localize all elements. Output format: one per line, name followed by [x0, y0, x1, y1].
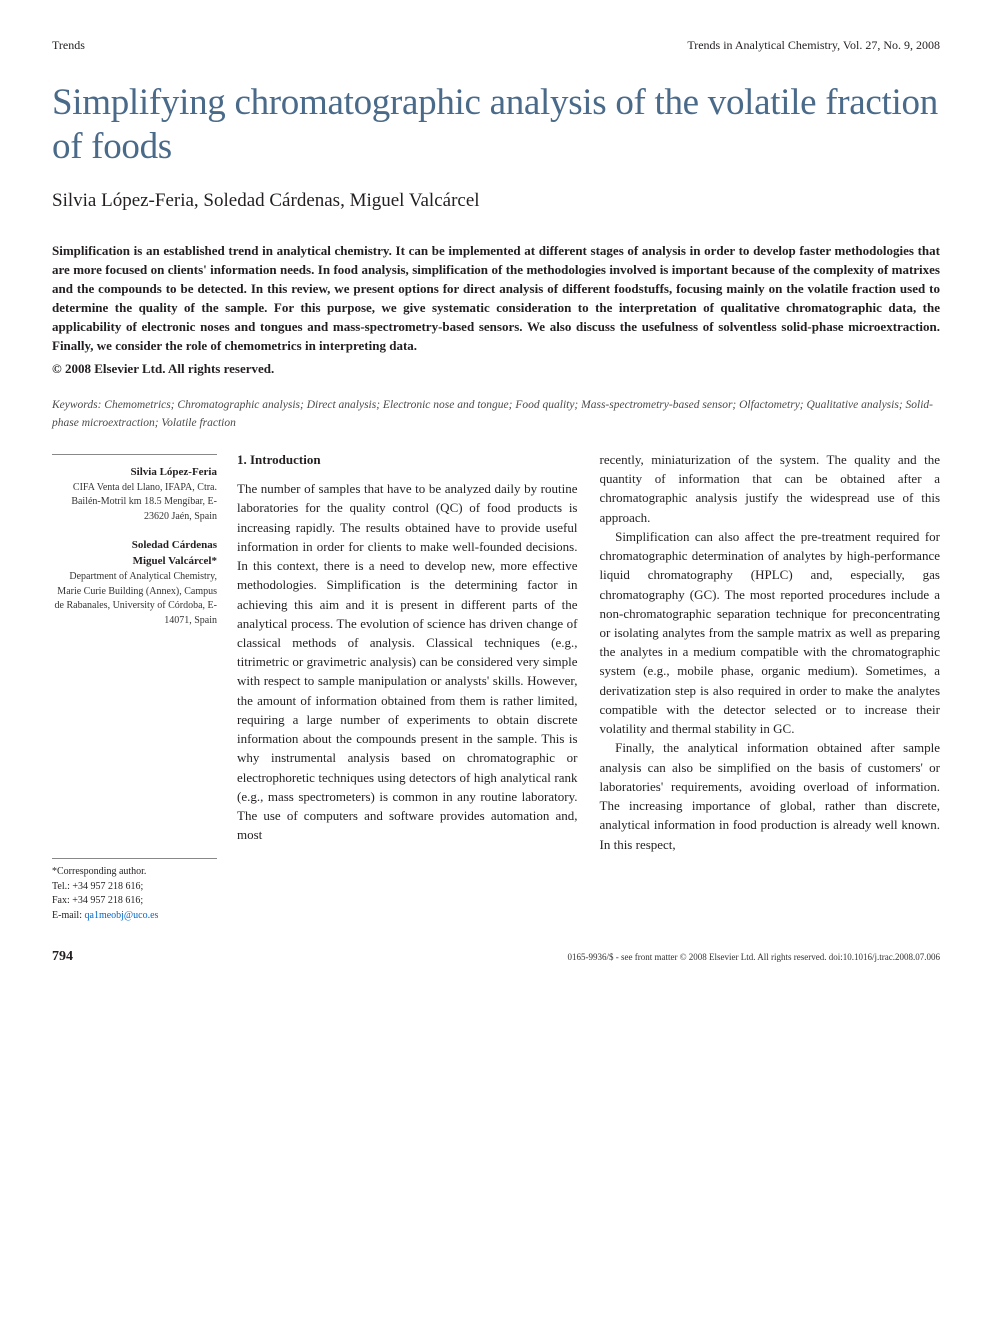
body-column-1: 1. Introduction The number of samples th… — [237, 450, 578, 923]
keywords-label: Keywords: — [52, 399, 101, 411]
abstract-text: Simplification is an established trend i… — [52, 242, 940, 355]
affiliation-block-1: Silvia López-Feria CIFA Venta del Llano,… — [52, 465, 217, 524]
affil-divider-icon — [52, 454, 217, 455]
intro-paragraph-col2-p2: Simplification can also affect the pre-t… — [600, 527, 941, 739]
article-title: Simplifying chromatographic analysis of … — [52, 81, 940, 168]
body-column-2: recently, miniaturization of the system.… — [600, 450, 941, 923]
corresponding-fax: Fax: +34 957 218 616; — [52, 894, 217, 909]
corresponding-tel: Tel.: +34 957 218 616; — [52, 880, 217, 895]
page-footer: 794 0165-9936/$ - see front matter © 200… — [52, 949, 940, 965]
section-heading-introduction: 1. Introduction — [237, 450, 578, 469]
intro-paragraph-col2-p1: recently, miniaturization of the system.… — [600, 450, 941, 527]
body-columns: 1. Introduction The number of samples th… — [237, 450, 940, 923]
corresponding-label: *Corresponding author. — [52, 865, 217, 880]
affil-name-2: Soledad Cárdenas Miguel Valcárcel* — [52, 538, 217, 570]
corresponding-author-block: *Corresponding author. Tel.: +34 957 218… — [52, 858, 217, 923]
email-label: E-mail: — [52, 910, 82, 921]
affil-name-1: Silvia López-Feria — [52, 465, 217, 481]
main-content-row: Silvia López-Feria CIFA Venta del Llano,… — [52, 450, 940, 923]
affiliations-column: Silvia López-Feria CIFA Venta del Llano,… — [52, 450, 217, 923]
keywords-list: Chemometrics; Chromatographic analysis; … — [52, 399, 933, 428]
email-link[interactable]: qa1meobj@uco.es — [85, 910, 159, 921]
affiliation-block-2: Soledad Cárdenas Miguel Valcárcel* Depar… — [52, 538, 217, 628]
copyright-line: © 2008 Elsevier Ltd. All rights reserved… — [52, 361, 940, 377]
intro-paragraph-col2-p3: Finally, the analytical information obta… — [600, 738, 941, 853]
header-right: Trends in Analytical Chemistry, Vol. 27,… — [687, 38, 940, 53]
authors-line: Silvia López-Feria, Soledad Cárdenas, Mi… — [52, 190, 940, 212]
header-left: Trends — [52, 38, 85, 53]
page-number: 794 — [52, 949, 73, 965]
corresponding-email-row: E-mail: qa1meobj@uco.es — [52, 909, 217, 924]
footer-citation: 0165-9936/$ - see front matter © 2008 El… — [567, 952, 940, 962]
affil-addr-2: Department of Analytical Chemistry, Mari… — [52, 570, 217, 628]
keywords-block: Keywords: Chemometrics; Chromatographic … — [52, 397, 940, 432]
affil-addr-1: CIFA Venta del Llano, IFAPA, Ctra. Bailé… — [52, 481, 217, 525]
intro-paragraph-col1: The number of samples that have to be an… — [237, 479, 578, 844]
running-header: Trends Trends in Analytical Chemistry, V… — [52, 38, 940, 53]
